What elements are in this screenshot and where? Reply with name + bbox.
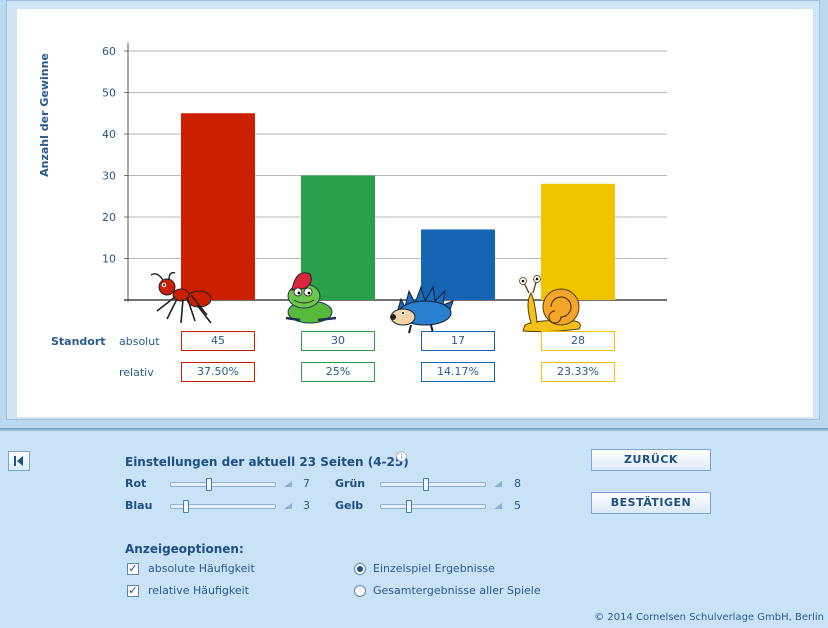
relativ-value-gruen: 25% bbox=[301, 362, 375, 382]
slider-blau[interactable] bbox=[170, 500, 276, 513]
back-button[interactable]: ZURÜCK bbox=[591, 449, 711, 471]
slider-value-blau: 3 bbox=[303, 499, 310, 512]
slider-value-rot: 7 bbox=[303, 477, 310, 490]
slider-ramp-icon bbox=[494, 481, 502, 487]
absolute-frequency-label: absolute Häufigkeit bbox=[148, 562, 255, 575]
slider-label-blau: Blau bbox=[125, 499, 153, 512]
slider-gelb[interactable] bbox=[380, 500, 486, 513]
y-tick-label: 20 bbox=[102, 211, 116, 224]
single-game-label: Einzelspiel Ergebnisse bbox=[373, 562, 495, 575]
bar-gelb bbox=[541, 183, 615, 300]
absolut-value-blau: 17 bbox=[421, 331, 495, 351]
chart-panel: 10 20 30 40 50 60 Anzahl der Gewinne Standort … bbox=[0, 0, 828, 428]
absolut-value-gruen: 30 bbox=[301, 331, 375, 351]
slider-label-rot: Rot bbox=[125, 477, 147, 490]
y-tick-label: 60 bbox=[102, 45, 116, 58]
y-axis-label: Anzahl der Gewinne bbox=[38, 53, 51, 177]
confirm-button[interactable]: BESTÄTIGEN bbox=[591, 492, 711, 514]
collapse-button[interactable] bbox=[8, 451, 30, 471]
relativ-row-label: relativ bbox=[119, 366, 154, 379]
ant-icon bbox=[150, 271, 212, 324]
bar-gruen bbox=[301, 175, 375, 300]
settings-panel: Einstellungen der aktuell 23 Seiten (4-2… bbox=[0, 431, 828, 628]
slider-thumb-rot[interactable] bbox=[206, 478, 212, 491]
absolut-value-rot: 45 bbox=[181, 331, 255, 351]
copyright-footer: © 2014 Cornelsen Schulverlage GmbH, Berl… bbox=[594, 612, 824, 623]
relative-frequency-label: relative Häufigkeit bbox=[148, 584, 249, 597]
relativ-value-gelb: 23.33% bbox=[541, 362, 615, 382]
slider-value-gruen: 8 bbox=[514, 477, 521, 490]
panel-separator bbox=[0, 428, 828, 431]
table-row-title: Standort bbox=[51, 335, 106, 348]
slider-ramp-icon bbox=[494, 503, 502, 509]
relativ-value-blau: 14.17% bbox=[421, 362, 495, 382]
all-games-radio[interactable] bbox=[354, 585, 366, 597]
slider-value-gelb: 5 bbox=[514, 499, 521, 512]
settings-title: Einstellungen der aktuell 23 Seiten (4-2… bbox=[125, 455, 409, 469]
slider-label-gelb: Gelb bbox=[335, 499, 364, 512]
y-tick-label: 30 bbox=[102, 170, 116, 183]
all-games-label: Gesamtergebnisse aller Spiele bbox=[373, 584, 541, 597]
absolut-value-gelb: 28 bbox=[541, 331, 615, 351]
absolut-row-label: absolut bbox=[119, 335, 160, 348]
hedgehog-icon bbox=[390, 285, 454, 334]
chart-area: 10 20 30 40 50 60 Anzahl der Gewinne Standort … bbox=[17, 9, 813, 417]
info-icon[interactable] bbox=[396, 451, 407, 462]
slider-thumb-blau[interactable] bbox=[183, 500, 189, 513]
chart-frame: 10 20 30 40 50 60 Anzahl der Gewinne Standort … bbox=[6, 0, 820, 420]
slider-thumb-gelb[interactable] bbox=[406, 500, 412, 513]
y-tick-label: 10 bbox=[102, 253, 116, 266]
relativ-value-rot: 37.50% bbox=[181, 362, 255, 382]
slider-gruen[interactable] bbox=[380, 478, 486, 491]
display-options-title: Anzeigeoptionen: bbox=[125, 542, 244, 556]
frog-icon bbox=[285, 272, 337, 324]
single-game-radio[interactable] bbox=[354, 563, 366, 575]
first-page-icon bbox=[14, 456, 23, 466]
bar-chart: 10 20 30 40 50 60 Anzahl der Gewinne bbox=[38, 43, 667, 334]
y-tick-label: 40 bbox=[102, 128, 116, 141]
y-tick-label: 50 bbox=[102, 87, 116, 100]
slider-thumb-gruen[interactable] bbox=[423, 478, 429, 491]
absolute-frequency-checkbox[interactable]: ✓ bbox=[127, 562, 139, 575]
snail-icon bbox=[519, 275, 581, 333]
slider-ramp-icon bbox=[284, 481, 292, 487]
slider-label-gruen: Grün bbox=[335, 477, 366, 490]
relative-frequency-checkbox[interactable]: ✓ bbox=[127, 584, 139, 597]
slider-rot[interactable] bbox=[170, 478, 276, 491]
bar-rot bbox=[181, 113, 255, 300]
slider-ramp-icon bbox=[284, 503, 292, 509]
